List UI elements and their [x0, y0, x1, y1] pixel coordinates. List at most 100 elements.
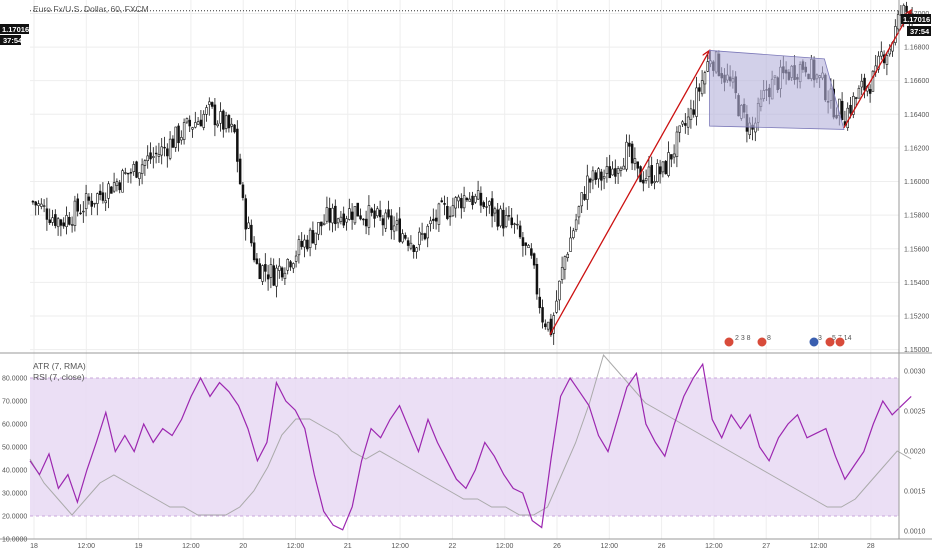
- candle-down: [532, 253, 536, 266]
- left-countdown-tag: [0, 35, 21, 45]
- time-tick-label: 21: [344, 543, 352, 550]
- candle-up: [499, 208, 502, 227]
- rsi-label: RSI (7, close): [33, 372, 85, 382]
- candle-down: [440, 200, 443, 203]
- trend-arrow[interactable]: [843, 10, 911, 129]
- candle-down: [583, 193, 586, 200]
- candle-up: [686, 116, 690, 128]
- candle-up: [194, 122, 197, 128]
- candle-down: [594, 172, 597, 180]
- candle-up: [132, 164, 136, 172]
- candle-down: [404, 235, 407, 239]
- candle-up: [317, 222, 320, 235]
- candle-up: [224, 115, 228, 129]
- candle-up: [700, 80, 704, 95]
- candle-down: [541, 307, 544, 323]
- candle-down: [236, 128, 239, 162]
- candle-down: [177, 125, 180, 144]
- candle-up: [586, 175, 589, 200]
- candle-up: [577, 206, 581, 218]
- candle-down: [521, 237, 525, 246]
- candle-down: [390, 215, 393, 231]
- candle-up: [216, 123, 220, 127]
- right-countdown-tag: [907, 26, 931, 36]
- price-tick-label: 1.15400: [904, 280, 929, 287]
- candle-up: [672, 153, 676, 158]
- candle-up: [392, 225, 396, 232]
- candle-up: [269, 264, 273, 278]
- candle-down: [233, 124, 236, 133]
- rsi-tick-label: 40.0000: [2, 468, 27, 475]
- flag-icon[interactable]: [723, 336, 735, 348]
- candle-down: [59, 219, 63, 226]
- candle-down: [280, 267, 284, 278]
- candle-down: [434, 217, 438, 222]
- event-icons[interactable]: 2 3 8 8 3 5 7 14: [723, 335, 852, 348]
- right-price-tag-text: 1.17016: [903, 15, 930, 24]
- flag-icon[interactable]: [808, 336, 820, 348]
- candle-down: [98, 190, 102, 195]
- candle-down: [364, 218, 368, 227]
- trend-arrow[interactable]: [549, 50, 710, 335]
- candle-up: [888, 48, 891, 55]
- candle-down: [658, 166, 662, 175]
- candle-up: [115, 181, 119, 186]
- candle-down: [650, 165, 653, 184]
- candle-down: [465, 197, 469, 201]
- rsi-tick-label: 60.0000: [2, 422, 27, 429]
- candle-down: [320, 221, 323, 227]
- candle-up: [70, 224, 74, 226]
- candle-up: [580, 192, 583, 207]
- candle-up: [563, 256, 567, 270]
- candle-down: [670, 154, 673, 160]
- candle-down: [530, 248, 533, 256]
- time-tick-label: 26: [553, 543, 561, 550]
- candle-down: [482, 202, 485, 208]
- candle-up: [331, 207, 334, 224]
- time-tick-label: 28: [867, 543, 875, 550]
- candle-up: [202, 113, 206, 128]
- candle-down: [373, 210, 376, 219]
- candle-down: [432, 218, 435, 221]
- candle-down: [126, 172, 130, 175]
- candle-down: [356, 202, 359, 217]
- candle-down: [518, 225, 522, 238]
- time-axis[interactable]: 18 12:00 19 12:00 20 12:00 21 12:00 22 12:00 26 12:…: [30, 543, 875, 550]
- candle-down: [129, 172, 133, 174]
- candle-down: [535, 263, 539, 295]
- candle-down: [79, 212, 82, 215]
- candle-up: [219, 111, 222, 124]
- candle-up: [885, 55, 889, 65]
- time-tick-label: 12:00: [705, 543, 723, 550]
- flag-pattern[interactable]: [709, 49, 845, 130]
- candle-up: [569, 237, 572, 252]
- flag-icon[interactable]: [834, 336, 846, 348]
- rsi-tick-label: 30.0000: [2, 491, 27, 498]
- candle-up: [420, 233, 424, 235]
- candle-up: [112, 182, 116, 192]
- candle-down: [854, 97, 858, 99]
- candle-up: [437, 203, 441, 225]
- candle-up: [675, 131, 679, 157]
- candle-down: [350, 211, 354, 220]
- candle-down: [171, 138, 175, 148]
- candle-down: [289, 261, 292, 268]
- candle-up: [121, 170, 124, 193]
- candle-up: [84, 193, 88, 210]
- candle-up: [376, 208, 379, 217]
- candle-down: [110, 186, 113, 194]
- atr-axis: 0.0010 0.0015 0.0020 0.0025 0.0030: [904, 369, 926, 536]
- candle-up: [42, 205, 46, 207]
- candle-up: [325, 207, 329, 222]
- candle-up: [616, 168, 620, 174]
- candle-up: [880, 51, 883, 57]
- candle-down: [264, 264, 267, 272]
- candle-down: [118, 182, 122, 191]
- candle-up: [852, 96, 855, 115]
- candle-down: [538, 296, 541, 309]
- annotations[interactable]: [549, 10, 911, 335]
- candle-up: [462, 195, 466, 209]
- flag-icon[interactable]: [756, 336, 768, 348]
- candle-down: [406, 240, 410, 246]
